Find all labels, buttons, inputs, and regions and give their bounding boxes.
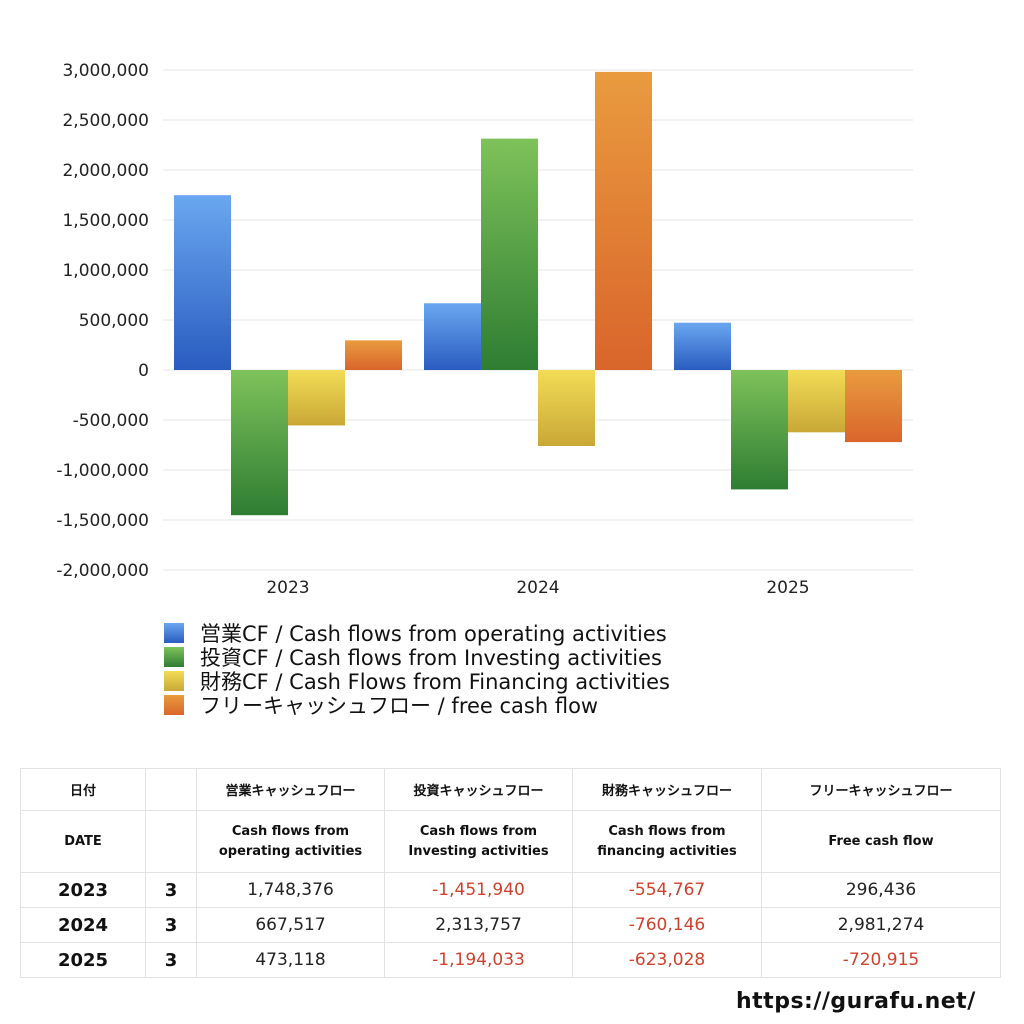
legend-label: 営業CF / Cash flows from operating activit… xyxy=(200,622,667,646)
header-date-ja: 日付 xyxy=(20,768,146,811)
table-row: 2024 3 667,517 2,313,757 -760,146 2,981,274 xyxy=(20,907,1001,943)
header-investing-ja: 投資キャッシュフロー xyxy=(384,768,573,811)
header-blank xyxy=(145,768,197,811)
table-cell: 667,517 xyxy=(196,907,385,943)
table-row: 2023 3 1,748,376 -1,451,940 -554,767 296,436 xyxy=(20,872,1001,908)
bar-series-4-2023 xyxy=(345,340,402,370)
y-tick-label: 2,500,000 xyxy=(62,111,149,131)
legend-label: フリーキャッシュフロー / free cash flow xyxy=(200,694,599,718)
table-cell: -1,194,033 xyxy=(384,942,573,978)
table-cell: 296,436 xyxy=(761,872,1001,908)
legend-item: 財務CF / Cash Flows from Financing activit… xyxy=(164,669,670,694)
bar-series-4-2025 xyxy=(845,370,902,443)
table-cell: -554,767 xyxy=(572,872,762,908)
table-cell: -1,451,940 xyxy=(384,872,573,908)
header-date-en: DATE xyxy=(20,810,146,873)
legend-swatch xyxy=(164,623,184,643)
bar-series-1-2023 xyxy=(174,195,231,370)
y-tick-label: 500,000 xyxy=(79,311,149,331)
chart-legend: 営業CF / Cash flows from operating activit… xyxy=(164,621,670,718)
table-cell: 473,118 xyxy=(196,942,385,978)
table-header-row-en: DATE Cash flows from operating activitie… xyxy=(20,810,1001,873)
legend-swatch xyxy=(164,695,184,715)
legend-item: フリーキャッシュフロー / free cash flow xyxy=(164,693,670,718)
cash-flow-bar-chart: 3,000,000 2,500,000 2,000,000 1,500,000 1,00… xyxy=(56,61,913,598)
header-operating-ja: 営業キャッシュフロー xyxy=(196,768,385,811)
legend-swatch xyxy=(164,671,184,691)
y-axis-tick-labels: 3,000,000 2,500,000 2,000,000 1,500,000 1,00… xyxy=(56,61,149,581)
x-tick-label: 2024 xyxy=(516,578,559,598)
legend-swatch xyxy=(164,647,184,667)
row-year: 2024 xyxy=(20,907,146,943)
cash-flow-table: 日付 営業キャッシュフロー 投資キャッシュフロー 財務キャッシュフロー フリーキ… xyxy=(20,768,1001,978)
row-year: 2023 xyxy=(20,872,146,908)
bar-series-1-2025 xyxy=(674,322,731,370)
y-tick-label: -500,000 xyxy=(73,411,149,431)
row-month: 3 xyxy=(145,907,197,943)
table-cell: 2,313,757 xyxy=(384,907,573,943)
bar-series-2-2025 xyxy=(731,370,788,490)
header-investing-en: Cash flows from Investing activities xyxy=(384,810,573,873)
header-free-cf-en: Free cash flow xyxy=(761,810,1001,873)
bars xyxy=(174,71,902,516)
y-tick-label: 1,000,000 xyxy=(62,261,149,281)
legend-item: 投資CF / Cash flows from Investing activit… xyxy=(164,645,670,670)
table-cell: 1,748,376 xyxy=(196,872,385,908)
legend-label: 財務CF / Cash Flows from Financing activit… xyxy=(200,670,670,694)
x-tick-label: 2023 xyxy=(266,578,309,598)
bar-series-4-2024 xyxy=(595,71,652,371)
table-cell: -623,028 xyxy=(572,942,762,978)
header-financing-en: Cash flows from financing activities xyxy=(572,810,762,873)
bar-series-3-2025 xyxy=(788,370,845,433)
bar-series-1-2024 xyxy=(424,303,481,370)
header-operating-en: Cash flows from operating activities xyxy=(196,810,385,873)
y-tick-label: 3,000,000 xyxy=(62,61,149,81)
bar-series-2-2023 xyxy=(231,370,288,516)
row-month: 3 xyxy=(145,872,197,908)
y-tick-label: 2,000,000 xyxy=(62,161,149,181)
site-url: https://gurafu.net/ xyxy=(736,989,976,1014)
x-axis-tick-labels: 2023 2024 2025 xyxy=(266,578,809,598)
table-header-row-ja: 日付 営業キャッシュフロー 投資キャッシュフロー 財務キャッシュフロー フリーキ… xyxy=(20,768,1001,811)
row-month: 3 xyxy=(145,942,197,978)
y-tick-label: -1,500,000 xyxy=(56,511,149,531)
header-free-cf-ja: フリーキャッシュフロー xyxy=(761,768,1001,811)
table-row: 2025 3 473,118 -1,194,033 -623,028 -720,915 xyxy=(20,942,1001,978)
bar-series-2-2024 xyxy=(481,138,538,370)
header-financing-ja: 財務キャッシュフロー xyxy=(572,768,762,811)
bar-series-3-2023 xyxy=(288,370,345,426)
y-tick-label: -2,000,000 xyxy=(56,561,149,581)
row-year: 2025 xyxy=(20,942,146,978)
table-cell: 2,981,274 xyxy=(761,907,1001,943)
y-tick-label: 1,500,000 xyxy=(62,211,149,231)
y-tick-label: 0 xyxy=(138,361,149,381)
y-tick-label: -1,000,000 xyxy=(56,461,149,481)
header-blank xyxy=(145,810,197,873)
bar-series-3-2024 xyxy=(538,370,595,447)
table-cell: -760,146 xyxy=(572,907,762,943)
x-tick-label: 2025 xyxy=(766,578,809,598)
legend-label: 投資CF / Cash flows from Investing activit… xyxy=(200,646,662,670)
legend-item: 営業CF / Cash flows from operating activit… xyxy=(164,621,670,646)
table-cell: -720,915 xyxy=(761,942,1001,978)
